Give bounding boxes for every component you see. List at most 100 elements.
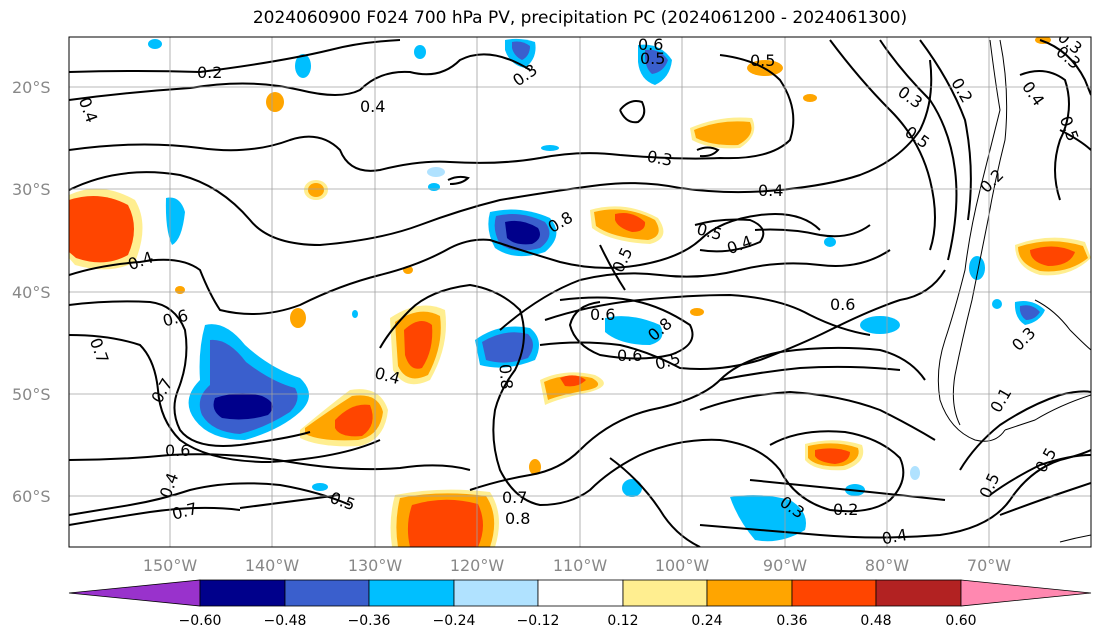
pv-contour-line bbox=[599, 244, 626, 291]
lat-tick-label: 60°S bbox=[12, 487, 51, 506]
pv-contour-line bbox=[959, 390, 1091, 471]
colorbar-swatch bbox=[706, 579, 793, 607]
pv-contour-line bbox=[69, 453, 471, 471]
coastline-path bbox=[1034, 299, 1091, 351]
precip-area bbox=[992, 299, 1002, 309]
pv-contour-line bbox=[69, 54, 795, 172]
map-frame bbox=[68, 36, 1092, 548]
precip-area bbox=[824, 237, 836, 247]
precip-area bbox=[175, 286, 185, 294]
precip-area bbox=[213, 393, 273, 420]
colorbar-tick-label: −0.36 bbox=[348, 613, 391, 629]
lon-axis: 150°W 140°W 130°W 120°W 110°W 100°W 90°W… bbox=[143, 556, 1011, 575]
contour-label: 0.3 bbox=[646, 147, 674, 170]
lon-tick-label: 140°W bbox=[245, 556, 300, 575]
pv-contour-line bbox=[999, 482, 1091, 516]
pv-contour-line bbox=[69, 482, 351, 516]
pv-contour-line bbox=[559, 296, 694, 360]
pv-contour-line bbox=[919, 39, 972, 221]
pv-contour-line bbox=[749, 479, 946, 501]
colorbar-tick-label: 0.24 bbox=[691, 613, 722, 629]
contour-label: 0.6 bbox=[165, 441, 190, 460]
lat-axis: 20°S 30°S 40°S 50°S 60°S bbox=[12, 78, 51, 506]
precip-area bbox=[312, 483, 328, 491]
precip-area bbox=[969, 256, 985, 280]
pv-contour-line bbox=[719, 365, 901, 381]
colorbar-swatch bbox=[68, 579, 201, 607]
pv-contour-line bbox=[829, 39, 936, 251]
precip-area bbox=[407, 499, 483, 547]
lon-tick-label: 80°W bbox=[865, 556, 909, 575]
precip-area bbox=[529, 459, 541, 475]
precip-area bbox=[414, 45, 426, 59]
coastline-path bbox=[1004, 394, 1091, 431]
colorbar-swatch bbox=[960, 579, 1092, 607]
lat-tick-label: 40°S bbox=[12, 283, 51, 302]
gridlines bbox=[69, 37, 1091, 547]
colorbar-swatch bbox=[284, 579, 370, 607]
colorbar-swatch bbox=[875, 579, 962, 607]
precip-area bbox=[505, 220, 540, 245]
precip-negative-areas bbox=[148, 38, 1045, 542]
pv-contour-line bbox=[69, 506, 241, 526]
precip-area bbox=[295, 54, 311, 78]
colorbar-swatch bbox=[622, 579, 708, 607]
contour-label: 0.5 bbox=[640, 49, 665, 68]
precip-area bbox=[910, 466, 920, 480]
contour-label: 0.4 bbox=[758, 181, 783, 200]
contour-label: 0.4 bbox=[360, 97, 385, 116]
coastline bbox=[937, 39, 1091, 543]
precip-area bbox=[266, 92, 284, 112]
pv-contour-line bbox=[699, 390, 936, 441]
precip-area bbox=[290, 308, 306, 328]
colorbar-tick-label: 0.48 bbox=[860, 613, 891, 629]
pv-contour-line bbox=[989, 454, 1091, 496]
pv-contour-line bbox=[69, 59, 933, 247]
lon-tick-label: 100°W bbox=[655, 556, 710, 575]
precip-area bbox=[645, 49, 668, 74]
precip-area bbox=[541, 145, 559, 151]
coastline-path bbox=[937, 39, 1006, 442]
lon-tick-label: 120°W bbox=[450, 556, 505, 575]
precip-positive-areas bbox=[69, 37, 1091, 547]
pv-contour-line bbox=[499, 249, 891, 331]
lat-tick-label: 20°S bbox=[12, 78, 51, 97]
pv-contour-line bbox=[1039, 39, 1091, 96]
precip-area bbox=[605, 316, 663, 345]
lon-tick-label: 110°W bbox=[553, 556, 608, 575]
colorbar-swatch bbox=[368, 579, 455, 607]
colorbar-tick-label: 0.36 bbox=[776, 613, 807, 629]
pv-contour-line bbox=[609, 457, 701, 547]
contour-label: 0.7 bbox=[502, 488, 527, 507]
pv-contour-line bbox=[1059, 129, 1091, 151]
precip-area bbox=[69, 196, 134, 263]
contour-label: 0.2 bbox=[833, 500, 858, 519]
pv-contour-line bbox=[696, 146, 720, 158]
precip-area bbox=[335, 404, 373, 437]
colorbar-tick-label: −0.48 bbox=[264, 613, 307, 629]
contour-label: 0.6 bbox=[830, 295, 855, 314]
precip-area bbox=[694, 121, 752, 146]
colorbar-labels: −0.60 −0.48 −0.36 −0.24 −0.12 0.12 0.24 … bbox=[179, 613, 977, 629]
contour-label: 0.4 bbox=[880, 525, 908, 548]
contour-label: 0.6 bbox=[617, 346, 642, 365]
pv-contour-line bbox=[379, 283, 905, 513]
lat-tick-label: 30°S bbox=[12, 180, 51, 199]
colorbar-swatch bbox=[453, 579, 539, 607]
pv-contour-line bbox=[69, 39, 401, 74]
pv-contour-line bbox=[544, 293, 871, 336]
colorbar-tick-label: −0.60 bbox=[179, 613, 222, 629]
colorbar-swatch bbox=[537, 579, 624, 607]
precip-area bbox=[427, 167, 445, 177]
precip-area bbox=[165, 197, 185, 245]
lat-tick-label: 50°S bbox=[12, 385, 51, 404]
precip-area bbox=[860, 316, 900, 334]
coastline-path bbox=[952, 39, 1008, 426]
contour-label: 0.2 bbox=[197, 63, 222, 82]
precip-area bbox=[352, 310, 358, 318]
pv-contour-line bbox=[69, 213, 821, 315]
precip-area bbox=[308, 183, 324, 197]
precip-area bbox=[148, 39, 162, 49]
precip-area bbox=[560, 375, 586, 387]
pv-contour-line bbox=[619, 100, 646, 124]
